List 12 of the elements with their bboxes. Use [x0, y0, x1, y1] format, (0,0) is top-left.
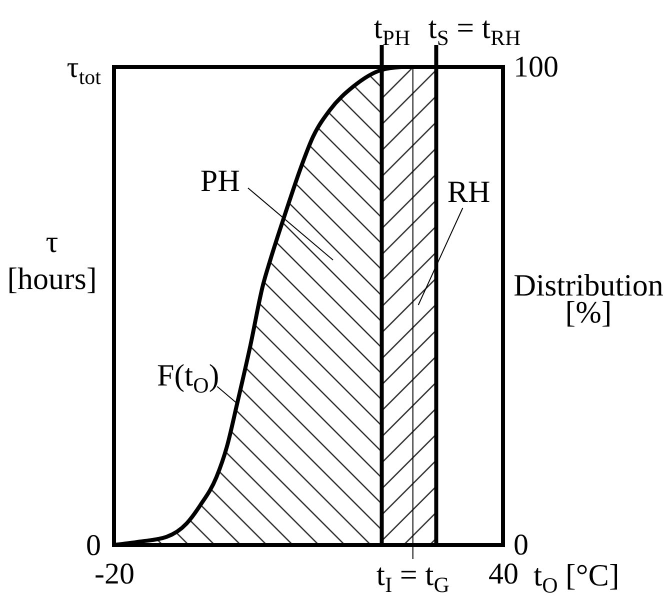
y-tick-label: 100	[514, 50, 558, 84]
annotation: PH	[200, 163, 240, 198]
x-tick-label: 40	[488, 558, 518, 590]
ref-line-label: t$_{PH}$	[374, 10, 410, 50]
text: τ [hours]	[7, 224, 97, 296]
annotation: F(t$_{O}$)	[156, 358, 220, 398]
y-axis-title: Distribution [%]	[514, 268, 664, 330]
band-label: RH	[447, 174, 490, 209]
ref-line-label: t$_{I}$ = t$_{G}$	[376, 557, 450, 597]
x-axis-title: t$_{O}$ [°C]	[534, 558, 620, 598]
text: τ$_{tot}$	[66, 51, 102, 89]
ref-line-label: t$_{S}$ = t$_{RH}$	[428, 10, 521, 50]
